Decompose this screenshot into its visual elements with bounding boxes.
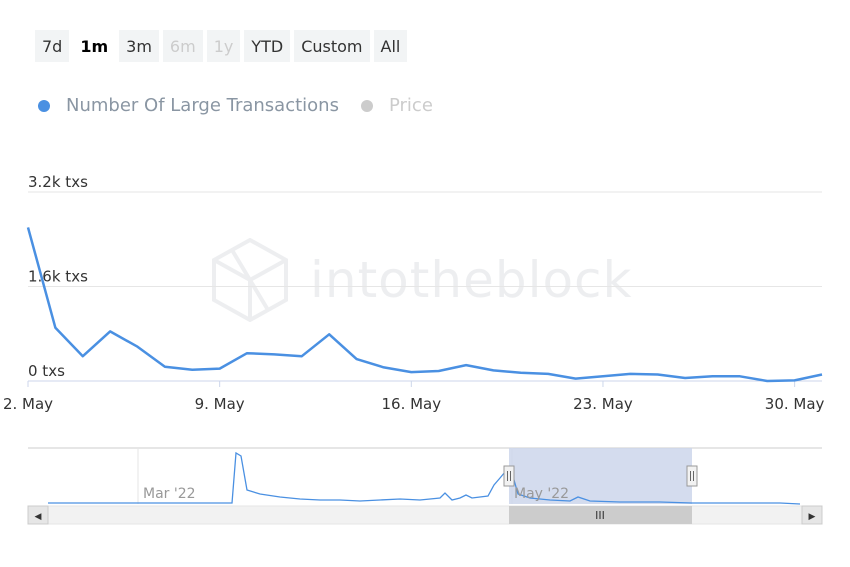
- scrollbar-grip-icon: III: [595, 509, 605, 522]
- navigator-handle-left[interactable]: [503, 465, 515, 487]
- legend-label-large-transactions: Number Of Large Transactions: [66, 95, 339, 116]
- scrollbar-thumb[interactable]: [509, 506, 692, 524]
- y-tick-label: 3.2k txs: [28, 173, 88, 191]
- x-tick-label: 9. May: [195, 395, 245, 413]
- navigator-series-line: [48, 451, 801, 505]
- range-button-1y: 1y: [206, 30, 241, 62]
- chart-legend: Number Of Large Transactions Price: [38, 95, 455, 116]
- range-selector: 7d 1m 3m 6m 1y YTD Custom All: [35, 30, 408, 62]
- navigator-label-mar: Mar '22: [143, 486, 196, 502]
- x-tick-label: 30. May: [765, 395, 825, 413]
- scroll-right-arrow-icon: ▶: [809, 512, 816, 522]
- navigator-selection[interactable]: [509, 448, 692, 504]
- range-button-3m[interactable]: 3m: [119, 30, 159, 62]
- x-tick-label: 23. May: [573, 395, 633, 413]
- legend-item-large-transactions[interactable]: Number Of Large Transactions: [38, 95, 339, 116]
- range-button-1m[interactable]: 1m: [73, 30, 116, 62]
- scrollbar-right-button[interactable]: [801, 505, 823, 525]
- legend-item-price[interactable]: Price: [360, 95, 433, 116]
- range-button-ytd[interactable]: YTD: [244, 30, 291, 62]
- legend-dot-large-transactions: [38, 99, 50, 112]
- x-tick-label: 16. May: [381, 395, 441, 413]
- scrollbar-track[interactable]: [27, 505, 823, 525]
- range-button-custom[interactable]: Custom: [294, 30, 370, 62]
- y-tick-label: 1.6k txs: [28, 268, 88, 286]
- range-button-7d[interactable]: 7d: [35, 30, 70, 62]
- x-tick-label: 2. May: [3, 395, 53, 413]
- legend-dot-price: [360, 99, 373, 112]
- scrollbar-left-button[interactable]: [27, 505, 49, 525]
- y-tick-label: 0 txs: [28, 362, 65, 380]
- series-line-large-transactions: [26, 227, 823, 383]
- navigator-label-may: May '22: [514, 486, 569, 502]
- range-button-6m: 6m: [162, 30, 203, 62]
- navigator-handle-right[interactable]: [686, 465, 698, 487]
- scroll-left-arrow-icon: ◀: [35, 512, 42, 522]
- legend-label-price: Price: [388, 95, 433, 116]
- range-button-all[interactable]: All: [373, 30, 408, 62]
